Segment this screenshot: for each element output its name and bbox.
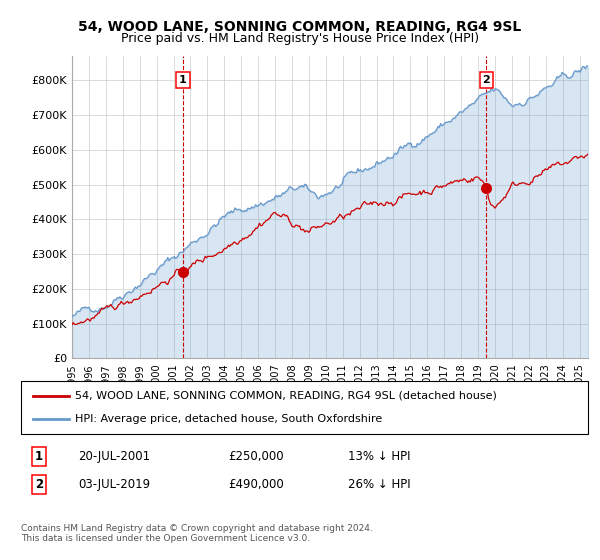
Text: HPI: Average price, detached house, South Oxfordshire: HPI: Average price, detached house, Sout… bbox=[75, 414, 382, 424]
Text: £490,000: £490,000 bbox=[228, 478, 284, 491]
Text: 2: 2 bbox=[482, 75, 490, 85]
Text: 03-JUL-2019: 03-JUL-2019 bbox=[78, 478, 150, 491]
Text: 1: 1 bbox=[35, 450, 43, 463]
Text: 26% ↓ HPI: 26% ↓ HPI bbox=[348, 478, 410, 491]
Text: 1: 1 bbox=[179, 75, 187, 85]
Text: Contains HM Land Registry data © Crown copyright and database right 2024.
This d: Contains HM Land Registry data © Crown c… bbox=[21, 524, 373, 543]
Text: £250,000: £250,000 bbox=[228, 450, 284, 463]
Text: 54, WOOD LANE, SONNING COMMON, READING, RG4 9SL: 54, WOOD LANE, SONNING COMMON, READING, … bbox=[79, 20, 521, 34]
Text: 2: 2 bbox=[35, 478, 43, 491]
Text: 13% ↓ HPI: 13% ↓ HPI bbox=[348, 450, 410, 463]
Text: 20-JUL-2001: 20-JUL-2001 bbox=[78, 450, 150, 463]
Text: 54, WOOD LANE, SONNING COMMON, READING, RG4 9SL (detached house): 54, WOOD LANE, SONNING COMMON, READING, … bbox=[75, 391, 497, 401]
Text: Price paid vs. HM Land Registry's House Price Index (HPI): Price paid vs. HM Land Registry's House … bbox=[121, 32, 479, 45]
